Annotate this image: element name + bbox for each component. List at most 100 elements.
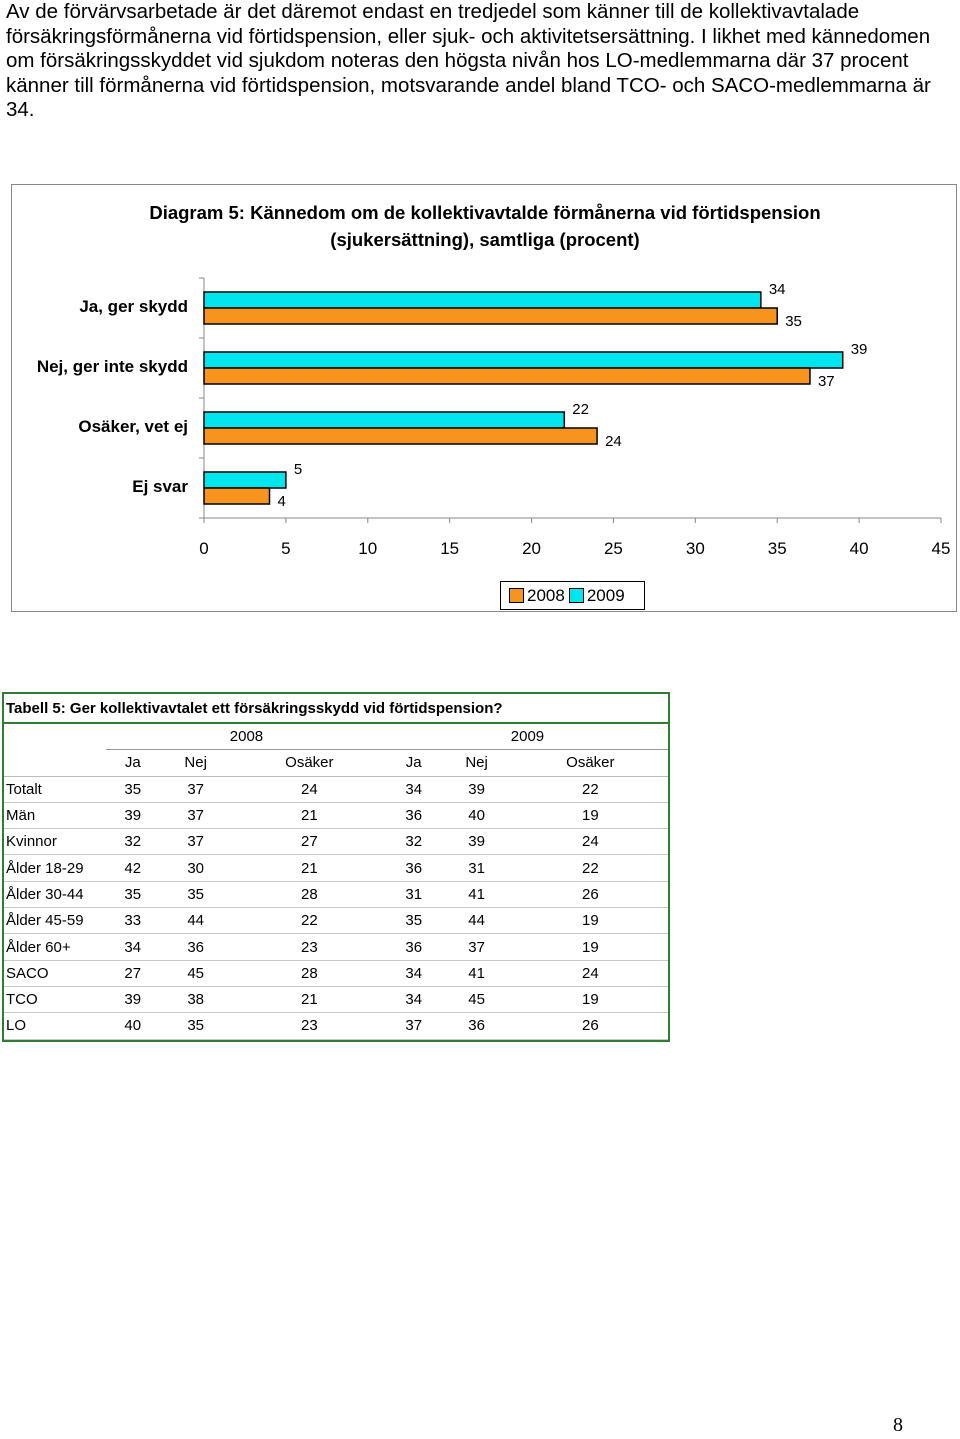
table-cell: 32 <box>386 828 441 856</box>
x-tick-label: 5 <box>281 539 291 558</box>
table-cell: 37 <box>386 1012 441 1040</box>
table-body: Totalt 35 37 24 34 39 22 Män 39 37 21 36 40 19 Kvinnor… <box>4 776 668 1040</box>
table-cell: 36 <box>159 933 232 961</box>
x-tick-label: 30 <box>685 539 705 558</box>
table-caption: Tabell 5: Ger kollektivavtalet ett försä… <box>4 694 668 724</box>
row-label: Ålder 30-44 <box>4 881 106 909</box>
table-row: LO 40 35 23 37 36 26 <box>4 1012 668 1040</box>
table-cell: 19 <box>512 933 668 961</box>
data-table: Tabell 5: Ger kollektivavtalet ett försä… <box>4 694 668 1040</box>
table-cell: 39 <box>440 776 513 803</box>
legend-item-2009: 2009 <box>568 585 625 606</box>
table-cell: 19 <box>512 907 668 935</box>
table-cell: 33 <box>106 907 160 935</box>
table-cell: 34 <box>386 960 441 987</box>
col-header: Osäker <box>231 749 387 777</box>
chart-legend: 2008 2009 <box>500 581 645 610</box>
table-cell: 39 <box>106 802 160 830</box>
col-header: Ja <box>106 749 160 777</box>
table-cell: 34 <box>106 933 160 961</box>
table-cell: 39 <box>440 828 513 856</box>
data-label-2008: 35 <box>785 313 802 330</box>
year-header-2009: 2009 <box>386 723 668 751</box>
bar-2009 <box>203 411 566 429</box>
row-label: LO <box>4 1012 106 1040</box>
col-header: Nej <box>440 749 513 777</box>
table-cell: 23 <box>231 1012 387 1040</box>
table-row: Ålder 60+ 34 36 23 36 37 19 <box>4 933 668 961</box>
data-label-2009: 5 <box>294 461 302 478</box>
col-header: Nej <box>159 749 232 777</box>
bar-2008 <box>203 307 778 325</box>
table-row: Män 39 37 21 36 40 19 <box>4 802 668 830</box>
col-header: Ja <box>386 749 441 777</box>
table-cell: 30 <box>159 854 232 882</box>
row-label: SACO <box>4 960 106 987</box>
x-tick-label: 35 <box>767 539 787 558</box>
category-label: Ej svar <box>132 477 188 496</box>
bar-2009 <box>203 351 844 369</box>
data-label-2008: 24 <box>605 433 622 450</box>
category-label: Nej, ger inte skydd <box>36 357 188 376</box>
table-cell: 27 <box>231 828 387 856</box>
column-header-row: Ja Nej Osäker Ja Nej Osäker <box>4 749 668 777</box>
legend-item-2008: 2008 <box>509 586 565 606</box>
legend-swatch-2008 <box>509 588 524 603</box>
data-label-2009: 34 <box>769 281 786 298</box>
table-cell: 44 <box>159 907 232 935</box>
table-cell: 24 <box>512 960 668 987</box>
table-cell: 35 <box>159 881 232 909</box>
bar-2009 <box>203 291 762 309</box>
x-tick-label: 0 <box>199 539 209 558</box>
chart-title: Diagram 5: Kännedom om de kollektivavtal… <box>12 199 958 253</box>
table-cell: 35 <box>106 776 160 803</box>
legend-label-2009: 2009 <box>586 585 625 605</box>
data-table-container: Tabell 5: Ger kollektivavtalet ett försä… <box>2 692 670 1042</box>
table-cell: 31 <box>440 854 513 882</box>
x-tick-label: 40 <box>849 539 869 558</box>
table-cell: 21 <box>231 802 387 830</box>
row-label: Totalt <box>4 776 106 803</box>
table-cell: 21 <box>231 986 387 1014</box>
table-cell: 22 <box>512 854 668 882</box>
row-label: Män <box>4 802 106 830</box>
table-cell: 19 <box>512 802 668 830</box>
page-number: 8 <box>893 1414 903 1436</box>
table-cell: 31 <box>386 881 441 909</box>
x-tick-label: 45 <box>931 539 951 558</box>
chart-title-line-2: (sjukersättning), samtliga (procent) <box>330 229 640 250</box>
table-cell: 22 <box>512 776 668 803</box>
table-row: Kvinnor 32 37 27 32 39 24 <box>4 828 668 856</box>
table-cell: 42 <box>106 854 160 882</box>
category-label: Ja, ger skydd <box>79 297 188 316</box>
table-cell: 34 <box>386 776 441 803</box>
table-cell: 27 <box>106 960 160 987</box>
chart-title-line-1: Diagram 5: Kännedom om de kollektivavtal… <box>149 202 821 223</box>
table-cell: 44 <box>440 907 513 935</box>
chart-plot: 34 35 39 37 22 24 54 <box>199 277 942 523</box>
table-cell: 28 <box>231 960 387 987</box>
table-cell: 35 <box>106 881 160 909</box>
x-tick-label: 20 <box>522 539 541 558</box>
bar-chart: Diagram 5: Kännedom om de kollektivavtal… <box>11 184 957 612</box>
table-cell: 38 <box>159 986 232 1014</box>
bar-2008 <box>203 427 598 445</box>
table-cell: 24 <box>231 776 387 803</box>
table-row: Ålder 45-59 33 44 22 35 44 19 <box>4 907 668 935</box>
table-cell: 21 <box>231 854 387 882</box>
table-cell: 37 <box>159 828 232 856</box>
table-cell: 22 <box>231 907 387 935</box>
year-header-2008: 2008 <box>106 723 387 751</box>
legend-label-2008: 2008 <box>527 585 565 605</box>
x-tick-label: 25 <box>603 539 623 558</box>
table-cell: 37 <box>440 933 513 961</box>
year-header-row: 2008 2009 <box>4 723 668 751</box>
intro-paragraph: Av de förvärvsarbetade är det däremot en… <box>6 0 931 122</box>
row-label: TCO <box>4 986 106 1014</box>
x-tick-label: 10 <box>358 539 378 558</box>
table-cell: 23 <box>231 933 387 961</box>
table-row: Totalt 35 37 24 34 39 22 <box>4 776 668 803</box>
data-label-2009: 22 <box>572 401 589 418</box>
table-cell: 36 <box>440 1012 513 1040</box>
table-cell: 26 <box>512 881 668 909</box>
